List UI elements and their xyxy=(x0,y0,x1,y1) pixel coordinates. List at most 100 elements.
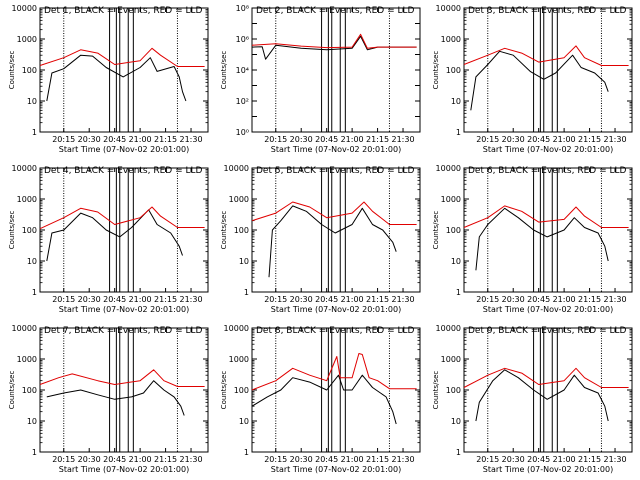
x-tick-label: 21:15 xyxy=(578,295,601,304)
x-tick-label: 20:15 xyxy=(264,295,287,304)
y-tick-label: 10000 xyxy=(12,4,37,13)
series-line-lld xyxy=(463,205,629,228)
x-axis-label: Start Time (07-Nov-02 20:01:00) xyxy=(483,305,613,314)
y-tick-label: 1 xyxy=(32,448,37,457)
y-tick-label: 1 xyxy=(456,448,461,457)
x-tick-label: 20:30 xyxy=(290,135,313,144)
x-tick-label: 20:45 xyxy=(527,135,550,144)
y-tick-label: 100 xyxy=(22,226,37,235)
x-tick-label: 21:00 xyxy=(553,295,576,304)
chart-title: Det 3, BLACK = Events, RED = LLD xyxy=(468,6,627,16)
x-tick-label: 20:15 xyxy=(52,295,75,304)
x-tick-label: 20:15 xyxy=(476,455,499,464)
y-tick-label: 10⁸ xyxy=(236,4,249,13)
x-tick-label: 21:15 xyxy=(366,295,389,304)
x-tick-label: 20:45 xyxy=(527,295,550,304)
chart-title: Det 8, BLACK = Events, RED = LLD xyxy=(256,326,415,336)
series-line-lld xyxy=(39,206,205,230)
y-tick-label: 10 xyxy=(27,97,37,106)
plot-frame xyxy=(39,327,209,453)
x-tick-label: 21:00 xyxy=(129,295,152,304)
x-tick-label: 21:00 xyxy=(129,455,152,464)
series-line-lld xyxy=(251,353,417,391)
series-line-events xyxy=(470,50,609,111)
y-tick-label: 100 xyxy=(234,226,249,235)
y-axis-label: Counts/sec xyxy=(220,211,228,250)
x-tick-label: 20:30 xyxy=(78,135,101,144)
x-tick-label: 20:15 xyxy=(476,135,499,144)
x-tick-label: 21:30 xyxy=(179,135,202,144)
x-axis-label: Start Time (07-Nov-02 20:01:00) xyxy=(271,145,401,154)
detector-panel-5: Det 5, BLACK = Events, RED = LLD 1 10 100 10… xyxy=(220,164,421,314)
y-tick-label: 10 xyxy=(451,257,461,266)
y-tick-label: 1 xyxy=(244,288,249,297)
y-tick-label: 1 xyxy=(32,288,37,297)
y-tick-label: 10⁴ xyxy=(236,66,249,75)
y-axis-label: Counts/sec xyxy=(8,211,16,250)
x-tick-label: 21:30 xyxy=(603,455,626,464)
y-tick-label: 10 xyxy=(451,417,461,426)
chart-title: Det 9, BLACK = Events, RED = LLD xyxy=(468,326,627,336)
y-tick-label: 10000 xyxy=(12,324,37,333)
x-tick-label: 21:00 xyxy=(341,295,364,304)
series-line-lld xyxy=(463,367,629,388)
y-tick-label: 10⁶ xyxy=(236,35,249,44)
x-tick-label: 21:15 xyxy=(154,135,177,144)
y-tick-label: 10000 xyxy=(436,324,461,333)
detector-panel-2: Det 2, BLACK = Events, RED = LLD 10⁰ 10² 10… xyxy=(220,4,421,154)
x-axis-label: Start Time (07-Nov-02 20:01:00) xyxy=(59,305,189,314)
y-axis-label: Counts/sec xyxy=(432,211,440,250)
y-tick-label: 100 xyxy=(446,226,461,235)
plot-frame xyxy=(39,167,209,293)
chart-title: Det 2, BLACK = Events, RED = LLD xyxy=(256,6,415,16)
detector-panel-7: Det 7, BLACK = Events, RED = LLD 1 10 100 10… xyxy=(8,324,209,474)
plot-frame xyxy=(463,7,633,133)
x-axis-label: Start Time (07-Nov-02 20:01:00) xyxy=(59,465,189,474)
x-tick-label: 21:30 xyxy=(391,295,414,304)
x-tick-label: 20:45 xyxy=(527,455,550,464)
detector-panel-1: Det 1, BLACK = Events, RED = LLD 1 10 100 10… xyxy=(8,4,209,154)
y-tick-label: 10 xyxy=(239,417,249,426)
x-tick-label: 20:15 xyxy=(264,455,287,464)
series-line-lld xyxy=(251,33,417,49)
x-tick-label: 21:15 xyxy=(366,135,389,144)
y-tick-label: 100 xyxy=(446,386,461,395)
y-tick-label: 1 xyxy=(244,448,249,457)
series-line-lld xyxy=(39,47,205,67)
x-tick-label: 21:15 xyxy=(578,455,601,464)
plot-frame xyxy=(251,7,421,133)
x-tick-label: 20:45 xyxy=(315,295,338,304)
x-tick-label: 21:30 xyxy=(603,135,626,144)
x-tick-label: 20:15 xyxy=(476,295,499,304)
x-tick-label: 20:30 xyxy=(502,135,525,144)
chart-title: Det 5, BLACK = Events, RED = LLD xyxy=(256,166,415,176)
x-tick-label: 20:15 xyxy=(52,455,75,464)
y-axis-label: Counts/sec xyxy=(432,51,440,90)
x-axis-label: Start Time (07-Nov-02 20:01:00) xyxy=(59,145,189,154)
series-line-events xyxy=(46,209,183,262)
y-tick-label: 10 xyxy=(27,257,37,266)
y-tick-label: 100 xyxy=(22,66,37,75)
x-axis-label: Start Time (07-Nov-02 20:01:00) xyxy=(271,465,401,474)
x-axis-label: Start Time (07-Nov-02 20:01:00) xyxy=(483,465,613,474)
x-axis-label: Start Time (07-Nov-02 20:01:00) xyxy=(483,145,613,154)
y-tick-label: 10000 xyxy=(224,324,249,333)
chart-title: Det 1, BLACK = Events, RED = LLD xyxy=(44,6,203,16)
y-axis-label: Counts/sec xyxy=(8,51,16,90)
y-tick-label: 10000 xyxy=(436,164,461,173)
y-tick-label: 1000 xyxy=(17,35,37,44)
y-tick-label: 10² xyxy=(236,97,249,106)
x-tick-label: 21:15 xyxy=(366,455,389,464)
x-tick-label: 21:15 xyxy=(578,135,601,144)
x-tick-label: 21:15 xyxy=(154,455,177,464)
chart-title: Det 4, BLACK = Events, RED = LLD xyxy=(44,166,203,176)
chart-title: Det 6, BLACK = Events, RED = LLD xyxy=(468,166,627,176)
x-tick-label: 21:00 xyxy=(553,455,576,464)
x-tick-label: 20:45 xyxy=(103,135,126,144)
y-tick-label: 1 xyxy=(32,128,37,137)
y-tick-label: 1000 xyxy=(441,355,461,364)
series-line-lld xyxy=(463,45,629,66)
y-tick-label: 1000 xyxy=(441,195,461,204)
detector-panel-6: Det 6, BLACK = Events, RED = LLD 1 10 100 10… xyxy=(432,164,633,314)
x-tick-label: 21:30 xyxy=(179,455,202,464)
